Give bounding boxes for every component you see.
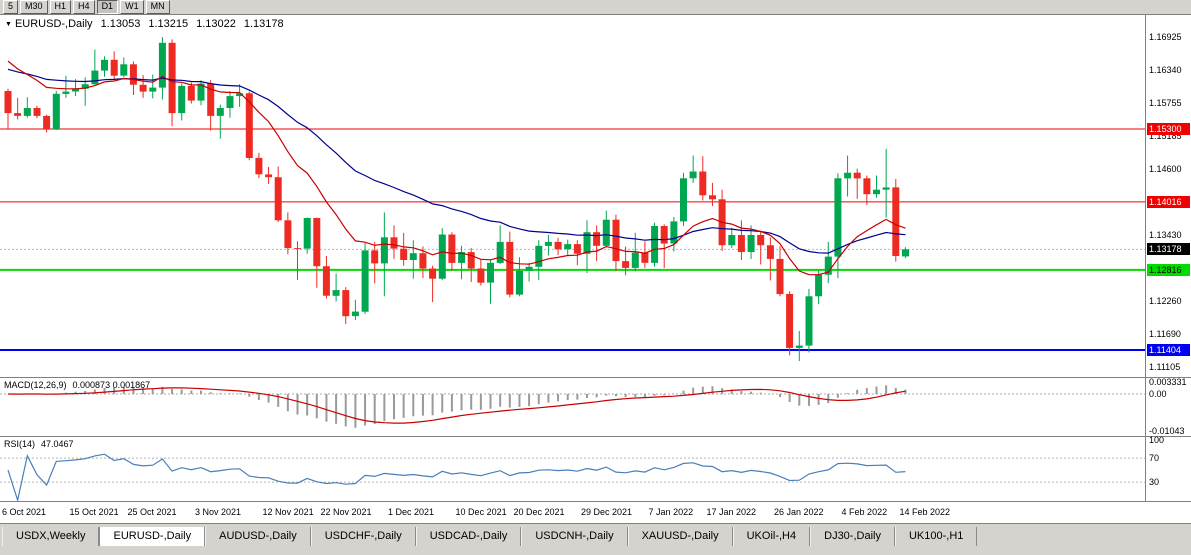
date-axis-label: 1 Dec 2021 [388,507,435,517]
ohlc-close: 1.13178 [243,18,284,30]
date-axis-label: 4 Feb 2022 [841,507,888,517]
price-axis-label: 1.11690 [1149,328,1181,339]
macd-indicator-panel: MACD(12,26,9) 0.000873 0.001867 0.003331 0… [0,377,1191,436]
price-axis-label: 1.14600 [1149,163,1182,174]
rsi-axis: 100 70 30 [1145,435,1191,501]
price-line-label: 1.11404 [1147,343,1190,356]
date-axis-label: 29 Dec 2021 [581,507,633,517]
date-axis-label: 26 Jan 2022 [774,507,824,517]
rsi-label: RSI(14) [4,439,36,449]
date-axis-label: 12 Nov 2021 [262,507,314,517]
rsi-canvas[interactable] [0,437,1145,502]
macd-axis: 0.003331 0.00 -0.01043 [1145,377,1191,436]
timeframe-button-h1[interactable]: H1 [49,0,72,14]
price-axis-label: 1.11105 [1149,361,1181,372]
collapse-arrow-icon[interactable]: ▼ [5,21,12,28]
chart-tab-bar: USDX,Weekly EURUSD-,Daily AUDUSD-,Daily USD… [0,523,1191,555]
chart-tab[interactable]: USDX,Weekly [2,527,100,546]
date-axis-label: 10 Dec 2021 [455,507,507,517]
chart-tab[interactable]: UKOil-,H4 [732,527,811,546]
macd-axis-label: -0.01043 [1149,426,1185,436]
date-axis-label: 14 Feb 2022 [899,507,950,517]
date-axis-label: 20 Dec 2021 [513,507,565,517]
date-axis-label: 25 Oct 2021 [127,507,177,517]
rsi-indicator-panel: RSI(14) 47.0467 100 70 30 [0,435,1191,502]
timeframe-button-d1[interactable]: D1 [96,0,119,14]
price-axis-label: 1.16925 [1149,31,1182,42]
chart-tab[interactable]: UK100-,H1 [894,527,978,546]
timeframe-button-m30[interactable]: M30 [20,0,48,14]
main-chart-canvas[interactable] [0,15,1145,377]
date-axis-label: 22 Nov 2021 [320,507,372,517]
rsi-title: RSI(14) 47.0467 [4,439,80,449]
rsi-axis-label: 30 [1149,477,1160,488]
macd-title: MACD(12,26,9) 0.000873 0.001867 [4,380,156,390]
price-axis-label: 1.13430 [1149,230,1182,241]
chart-tab[interactable]: DJ30-,Daily [810,527,895,546]
time-axis: 6 Oct 2021 15 Oct 2021 25 Oct 2021 3 Nov 20… [0,501,1191,523]
price-axis-label: 1.15755 [1149,98,1182,109]
date-axis-label: 7 Jan 2022 [648,507,694,517]
price-axis-label: 1.12260 [1149,296,1182,307]
chart-tab[interactable]: USDCNH-,Daily [521,527,628,546]
price-axis-label: 1.16340 [1149,65,1182,75]
timeframe-button-h4[interactable]: H4 [73,0,95,14]
date-axis-label: 15 Oct 2021 [69,507,119,517]
rsi-value: 47.0467 [41,439,74,449]
macd-canvas[interactable] [0,378,1145,437]
price-line-label: 1.15300 [1147,122,1190,135]
date-axis-label: 3 Nov 2021 [195,507,242,517]
price-line-label: 1.14016 [1147,195,1190,208]
chart-tab[interactable]: XAUUSD-,Daily [627,527,733,546]
date-axis-label: 6 Oct 2021 [2,507,47,517]
price-chart-panel: ▼ EURUSD-,Daily 1.13053 1.13215 1.13022 1.131… [0,15,1191,377]
ohlc-low: 1.13022 [196,18,236,30]
ohlc-high: 1.13215 [148,18,189,30]
chart-title: ▼ EURUSD-,Daily 1.13053 1.13215 1.13022 1.131… [5,18,292,30]
chart-tab[interactable]: AUDUSD-,Daily [205,527,311,546]
macd-axis-label: 0.00 [1149,389,1167,399]
ohlc-open: 1.13053 [100,18,141,30]
price-line-label: 1.12816 [1147,263,1190,276]
timeframe-button-5[interactable]: 5 [3,0,19,14]
current-price-label: 1.13178 [1147,243,1190,256]
timeframe-button-w1[interactable]: W1 [120,0,144,14]
date-axis-label: 17 Jan 2022 [706,507,756,517]
price-axis-label: 1.15185 [1149,130,1182,141]
chart-tab[interactable]: USDCAD-,Daily [415,527,522,546]
chart-tab[interactable]: USDCHF-,Daily [310,527,416,546]
rsi-axis-label: 70 [1149,453,1160,464]
macd-label: MACD(12,26,9) [4,380,67,390]
macd-values: 0.000873 0.001867 [72,380,151,390]
timeframe-button-mn[interactable]: MN [145,0,170,14]
symbol-name: EURUSD-,Daily [14,18,93,30]
price-axis: 1.16925 1.16340 1.15755 1.15185 1.14600 1.134… [1145,15,1191,377]
rsi-axis-label: 100 [1149,435,1165,446]
timeframe-toolbar: 5 M30 H1 H4 D1 W1 MN [0,0,1191,15]
chart-tab[interactable]: EURUSD-,Daily [99,527,206,546]
macd-axis-label: 0.003331 [1149,377,1187,388]
